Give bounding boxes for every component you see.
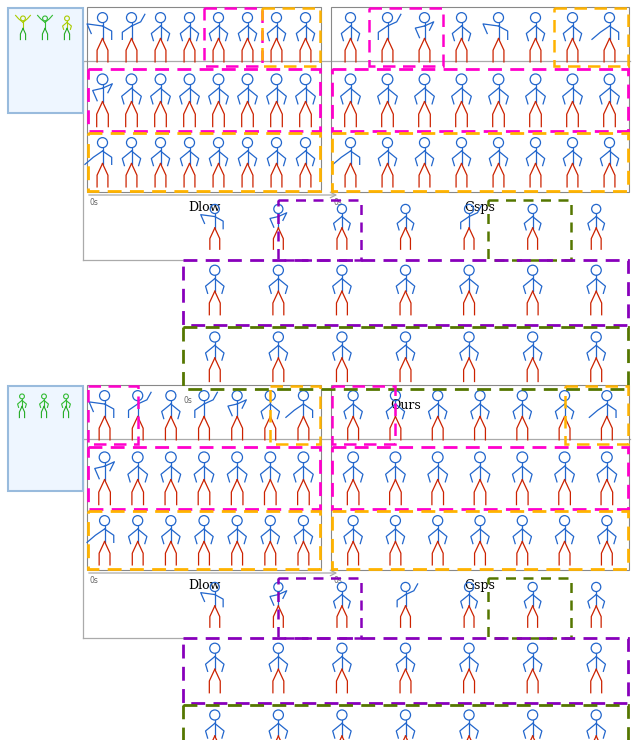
Bar	[278, 578, 361, 638]
Bar	[564, 386, 628, 444]
Bar	[332, 69, 628, 131]
Bar	[332, 133, 628, 191]
Text: 0s: 0s	[333, 198, 342, 207]
Text: 0s: 0s	[333, 576, 342, 585]
Bar	[183, 638, 628, 703]
Text: Dlow: Dlow	[188, 579, 220, 592]
Bar	[88, 386, 138, 444]
Bar	[183, 705, 628, 740]
Bar	[331, 385, 629, 570]
Text: Ours: Ours	[390, 399, 421, 412]
Bar	[88, 511, 320, 569]
Bar	[8, 8, 83, 113]
Bar	[278, 200, 361, 260]
Bar	[332, 447, 628, 509]
Bar	[554, 8, 628, 66]
Text: 0s: 0s	[89, 198, 98, 207]
Bar	[87, 385, 321, 570]
Bar	[88, 69, 320, 131]
Bar	[332, 386, 396, 444]
Bar	[183, 327, 628, 389]
Bar	[262, 8, 320, 66]
Bar	[88, 447, 320, 509]
Bar	[369, 8, 443, 66]
Text: Dlow: Dlow	[188, 201, 220, 214]
Bar	[488, 200, 571, 260]
Bar	[488, 578, 571, 638]
Bar	[332, 511, 628, 569]
Bar	[8, 386, 83, 491]
Bar	[204, 8, 262, 66]
Bar	[270, 386, 320, 444]
Text: Gsps: Gsps	[465, 201, 495, 214]
Bar	[87, 7, 321, 192]
Text: 0s: 0s	[89, 576, 98, 585]
Bar	[88, 133, 320, 191]
Bar	[331, 7, 629, 192]
Text: Gsps: Gsps	[465, 579, 495, 592]
Text: 0s: 0s	[184, 396, 193, 405]
Bar	[183, 260, 628, 325]
